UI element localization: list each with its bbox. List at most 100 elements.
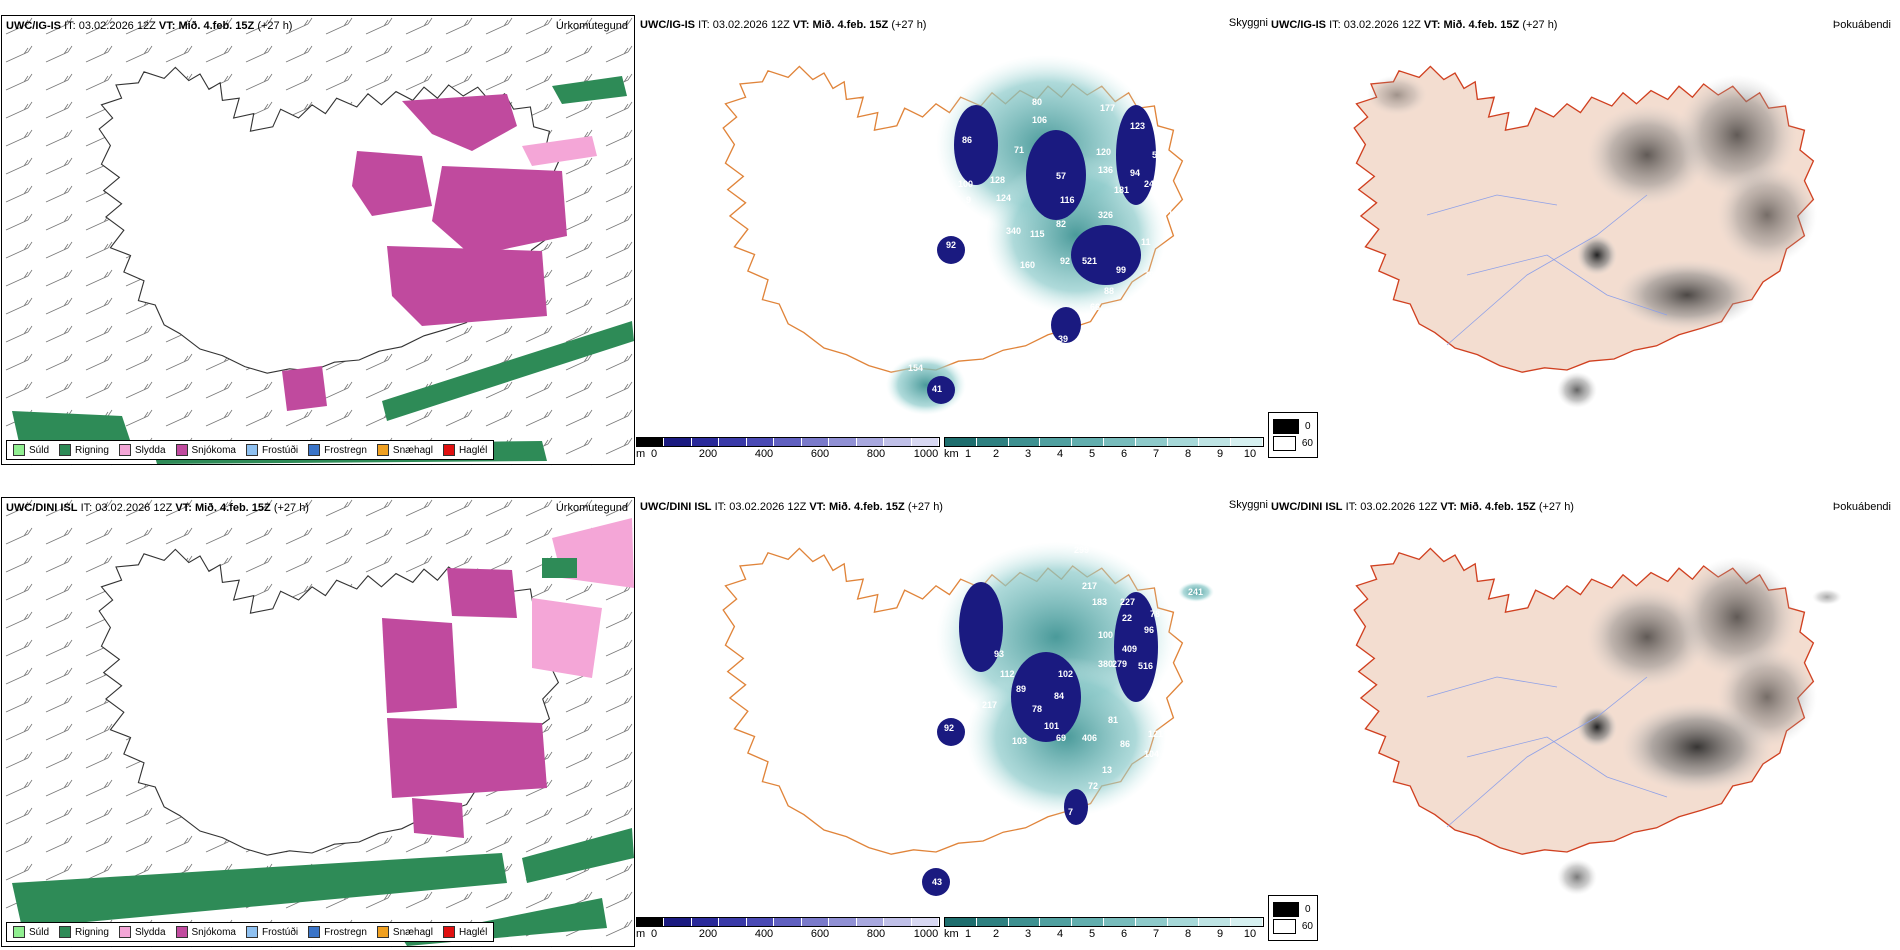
visibility-values-top: 177 123 80 106 86 71 128 100 124 9 57 12… [908, 97, 1199, 394]
legend-item: Frostúði [245, 926, 298, 938]
svg-text:79: 79 [1144, 270, 1154, 280]
fog-legend-label: 0 [1305, 904, 1311, 915]
svg-text:43: 43 [932, 877, 942, 887]
lead-time: (+27 h) [257, 20, 293, 32]
legend-item: Haglél [442, 926, 487, 938]
svg-text:116: 116 [1060, 195, 1075, 205]
colorbar-km-unit: km [944, 928, 959, 940]
svg-text:102: 102 [1058, 669, 1073, 679]
svg-text:92: 92 [946, 240, 956, 250]
svg-text:69: 69 [1056, 733, 1066, 743]
model-name: UWC/DINI ISL [1271, 501, 1343, 513]
svg-text:326: 326 [1098, 210, 1113, 220]
svg-text:112: 112 [1000, 669, 1015, 679]
lead-time: (+27 h) [1522, 19, 1558, 31]
tick-label: 5 [1088, 928, 1096, 940]
model-name: UWC/IG-IS [1271, 19, 1326, 31]
model-name: UWC/DINI ISL [6, 502, 78, 514]
vt-label: VT: [1423, 19, 1441, 31]
legend-item: Súld [13, 444, 49, 456]
it-label: IT: [64, 20, 76, 32]
svg-text:124: 124 [996, 193, 1011, 203]
model-name: UWC/DINI ISL [640, 501, 712, 513]
tick-label: 1 [964, 928, 972, 940]
precip-map-bottom [2, 498, 636, 948]
svg-text:183: 183 [1092, 597, 1107, 607]
legend-item: Súld [13, 926, 49, 938]
colorbar-km-unit: km [944, 448, 959, 460]
vt-label: VT: [792, 19, 810, 31]
svg-text:88: 88 [1104, 286, 1114, 296]
colorbar-km-swatches [944, 437, 1264, 447]
svg-text:177: 177 [1100, 103, 1115, 113]
lead-time: (+27 h) [1538, 501, 1574, 513]
svg-text:128: 128 [990, 175, 1005, 185]
precip-legend-top: Súld Rigning Slydda Snjókoma Frostúði Fr… [6, 440, 495, 460]
legend-item: Haglél [442, 444, 487, 456]
header-bottom-precip: UWC/DINI ISL IT: 03.02.2026 12Z VT: Mið.… [6, 502, 309, 514]
tick-label: 0 [650, 928, 658, 940]
colorbar-m-unit: m [636, 448, 646, 460]
svg-text:92: 92 [944, 723, 954, 733]
svg-text:78: 78 [1032, 704, 1042, 714]
legend-item: Snæhagl [376, 444, 433, 456]
fog-legend-label: 0 [1305, 421, 1311, 432]
svg-text:80: 80 [1032, 97, 1042, 107]
svg-text:86: 86 [1120, 739, 1130, 749]
svg-text:103: 103 [1012, 736, 1027, 746]
vt-value: Mið. 4.feb. 15Z [1443, 19, 1520, 31]
svg-text:516: 516 [1138, 661, 1153, 671]
legend-item: Frostúði [245, 444, 298, 456]
svg-text:136: 136 [1098, 165, 1113, 175]
tick-label: 2 [992, 448, 1000, 460]
tick-label: 400 [754, 448, 774, 460]
svg-text:521: 521 [1082, 256, 1097, 266]
svg-text:9: 9 [966, 195, 971, 205]
model-name: UWC/IG-IS [640, 19, 695, 31]
vt-value: Mið. 4.feb. 15Z [1459, 501, 1536, 513]
svg-text:84: 84 [1054, 691, 1064, 701]
colorbar-km-bottom: km 1 2 3 4 5 6 7 8 9 10 [944, 917, 1264, 941]
svg-text:217: 217 [982, 700, 997, 710]
svg-text:104: 104 [1144, 749, 1159, 759]
svg-text:86: 86 [962, 135, 972, 145]
it-value: 03.02.2026 12Z [712, 19, 790, 31]
visibility-map-bottom: 299 217 241 183 227 22 78 96 100 409 380… [722, 542, 1214, 896]
tick-label: 0 [650, 448, 658, 460]
tick-label: 8 [1184, 448, 1192, 460]
fog-legend-top: 0 60 [1268, 412, 1318, 458]
tick-label: 7 [1152, 928, 1160, 940]
svg-text:406: 406 [1082, 733, 1097, 743]
tick-label: 800 [866, 448, 886, 460]
vt-value: Mið. 4.feb. 15Z [828, 501, 905, 513]
fog-map-bottom [1353, 547, 1842, 895]
visibility-values-bottom: 299 217 241 183 227 22 78 96 100 409 380… [932, 545, 1203, 887]
tick-label: 200 [698, 448, 718, 460]
tick-label: 4 [1056, 448, 1064, 460]
it-label: IT: [80, 502, 93, 514]
it-value: 03.02.2026 12Z [1343, 19, 1421, 31]
colorbar-m-bottom: m 0 200 400 600 800 1000 [636, 917, 940, 941]
vt-value: Mið. 4.feb. 15Z [178, 20, 255, 32]
tick-label: 1000 [913, 448, 939, 460]
tick-label: 8 [1184, 928, 1192, 940]
svg-text:115: 115 [1030, 229, 1045, 239]
svg-text:39: 39 [1058, 334, 1068, 344]
vt-label: VT: [809, 501, 826, 513]
svg-text:104: 104 [1182, 172, 1197, 182]
svg-text:106: 106 [1032, 115, 1047, 125]
tick-label: 1000 [913, 928, 939, 940]
visibility-title: Skyggni [1228, 17, 1268, 29]
svg-text:57: 57 [1056, 171, 1066, 181]
tick-label: 3 [1024, 928, 1032, 940]
it-value: 03.02.2026 12Z [729, 501, 807, 513]
precip-panel-bottom: UWC/DINI ISL IT: 03.02.2026 12Z VT: Mið.… [1, 497, 636, 948]
header-top-fog: UWC/IG-IS IT: 03.02.2026 12Z VT: Mið. 4.… [1271, 19, 1557, 31]
tick-label: 3 [1024, 448, 1032, 460]
svg-text:92: 92 [1060, 256, 1070, 266]
lead-time: (+27 h) [891, 19, 927, 31]
legend-item: Slydda [118, 926, 166, 938]
visibility-title: Skyggni [1228, 499, 1268, 511]
svg-text:102: 102 [1168, 209, 1183, 219]
header-bottom-visibility: UWC/DINI ISL IT: 03.02.2026 12Z VT: Mið.… [640, 501, 943, 513]
